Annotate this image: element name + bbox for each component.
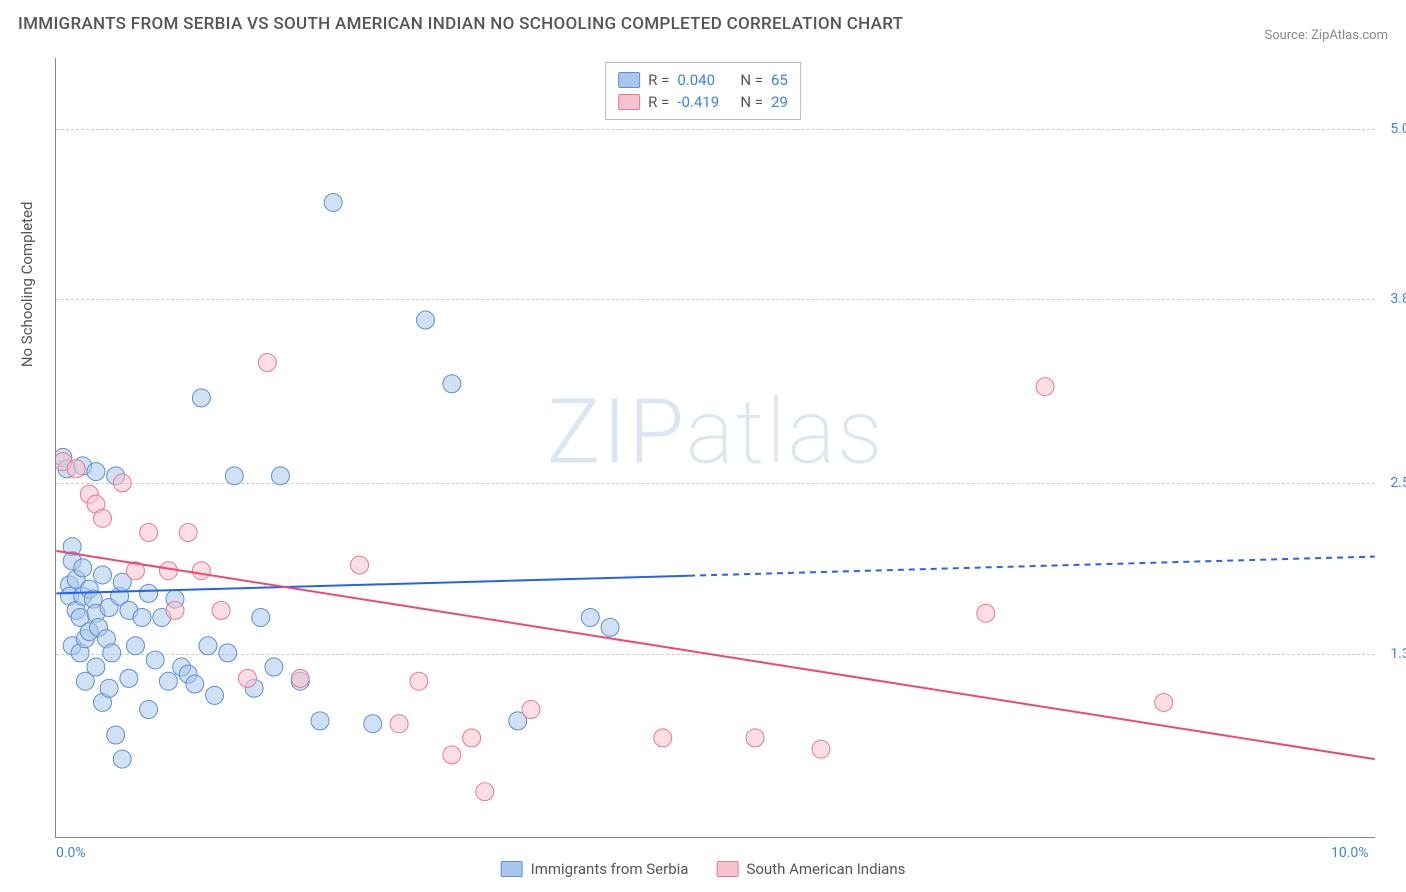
scatter-point bbox=[113, 474, 131, 492]
ytick-label: 2.5% bbox=[1380, 475, 1406, 491]
xtick-label: 10.0% bbox=[1331, 845, 1369, 861]
ytick-label: 5.0% bbox=[1380, 121, 1406, 137]
scatter-point bbox=[140, 523, 158, 541]
scatter-point bbox=[113, 750, 131, 768]
scatter-point bbox=[291, 669, 309, 687]
scatter-point bbox=[140, 584, 158, 602]
scatter-point bbox=[1155, 693, 1173, 711]
r-label: R = bbox=[648, 93, 669, 111]
scatter-point bbox=[120, 669, 138, 687]
scatter-point bbox=[67, 460, 85, 478]
ytick-label: 3.8% bbox=[1380, 291, 1406, 307]
series-legend-item: Immigrants from Serbia bbox=[501, 860, 689, 878]
scatter-point bbox=[390, 715, 408, 733]
scatter-point bbox=[199, 637, 217, 655]
correlation-legend: R = 0.040 N = 65 R = -0.419 N = 29 bbox=[605, 62, 801, 120]
trend-line-solid bbox=[56, 551, 1374, 759]
plot-svg bbox=[56, 58, 1375, 837]
scatter-point bbox=[212, 601, 230, 619]
scatter-point bbox=[239, 669, 257, 687]
trend-line-dashed bbox=[689, 557, 1375, 576]
scatter-point bbox=[133, 608, 151, 626]
source-label: Source: ZipAtlas.com bbox=[1264, 28, 1388, 43]
scatter-point bbox=[103, 644, 121, 662]
series-legend-label: South American Indians bbox=[746, 860, 905, 878]
xtick-label: 0.0% bbox=[56, 845, 86, 861]
scatter-point bbox=[186, 675, 204, 693]
scatter-point bbox=[416, 311, 434, 329]
chart-title: IMMIGRANTS FROM SERBIA VS SOUTH AMERICAN… bbox=[18, 14, 903, 34]
scatter-point bbox=[225, 467, 243, 485]
scatter-point bbox=[179, 523, 197, 541]
scatter-point bbox=[265, 658, 283, 676]
scatter-point bbox=[146, 651, 164, 669]
scatter-point bbox=[364, 715, 382, 733]
scatter-point bbox=[812, 740, 830, 758]
n-label: N = bbox=[740, 71, 763, 89]
scatter-point bbox=[192, 562, 210, 580]
scatter-point bbox=[351, 556, 369, 574]
r-value: 0.040 bbox=[677, 71, 732, 89]
scatter-point bbox=[443, 375, 461, 393]
legend-swatch bbox=[716, 861, 738, 877]
legend-swatch bbox=[618, 72, 640, 88]
scatter-point bbox=[522, 701, 540, 719]
scatter-point bbox=[87, 658, 105, 676]
scatter-point bbox=[100, 679, 118, 697]
scatter-point bbox=[1036, 378, 1054, 396]
n-label: N = bbox=[740, 93, 763, 111]
scatter-point bbox=[93, 566, 111, 584]
plot-area: ZIPatlas 1.3%2.5%3.8%5.0%0.0%10.0% bbox=[55, 58, 1375, 838]
scatter-point bbox=[463, 729, 481, 747]
scatter-point bbox=[977, 604, 995, 622]
scatter-point bbox=[74, 559, 92, 577]
scatter-point bbox=[476, 783, 494, 801]
legend-swatch bbox=[618, 94, 640, 110]
series-legend-label: Immigrants from Serbia bbox=[531, 860, 689, 878]
scatter-point bbox=[601, 618, 619, 636]
n-value: 29 bbox=[771, 93, 788, 111]
ytick-label: 1.3% bbox=[1380, 646, 1406, 662]
scatter-point bbox=[219, 644, 237, 662]
scatter-point bbox=[443, 746, 461, 764]
scatter-point bbox=[159, 672, 177, 690]
scatter-point bbox=[87, 463, 105, 481]
scatter-point bbox=[324, 193, 342, 211]
scatter-point bbox=[271, 467, 289, 485]
y-axis-label: No Schooling Completed bbox=[18, 202, 36, 368]
scatter-point bbox=[93, 509, 111, 527]
scatter-point bbox=[581, 608, 599, 626]
scatter-point bbox=[166, 601, 184, 619]
scatter-point bbox=[258, 354, 276, 372]
scatter-point bbox=[410, 672, 428, 690]
r-value: -0.419 bbox=[677, 93, 732, 111]
correlation-legend-row: R = -0.419 N = 29 bbox=[618, 91, 788, 113]
scatter-point bbox=[140, 701, 158, 719]
r-label: R = bbox=[648, 71, 669, 89]
scatter-point bbox=[159, 562, 177, 580]
scatter-point bbox=[252, 608, 270, 626]
chart-container: IMMIGRANTS FROM SERBIA VS SOUTH AMERICAN… bbox=[0, 0, 1406, 892]
scatter-point bbox=[654, 729, 672, 747]
scatter-point bbox=[206, 686, 224, 704]
legend-swatch bbox=[501, 861, 523, 877]
scatter-point bbox=[126, 637, 144, 655]
scatter-point bbox=[192, 389, 210, 407]
scatter-point bbox=[311, 712, 329, 730]
n-value: 65 bbox=[771, 71, 788, 89]
series-legend: Immigrants from Serbia South American Ind… bbox=[501, 860, 906, 878]
correlation-legend-row: R = 0.040 N = 65 bbox=[618, 69, 788, 91]
scatter-point bbox=[107, 726, 125, 744]
scatter-point bbox=[746, 729, 764, 747]
series-legend-item: South American Indians bbox=[716, 860, 905, 878]
